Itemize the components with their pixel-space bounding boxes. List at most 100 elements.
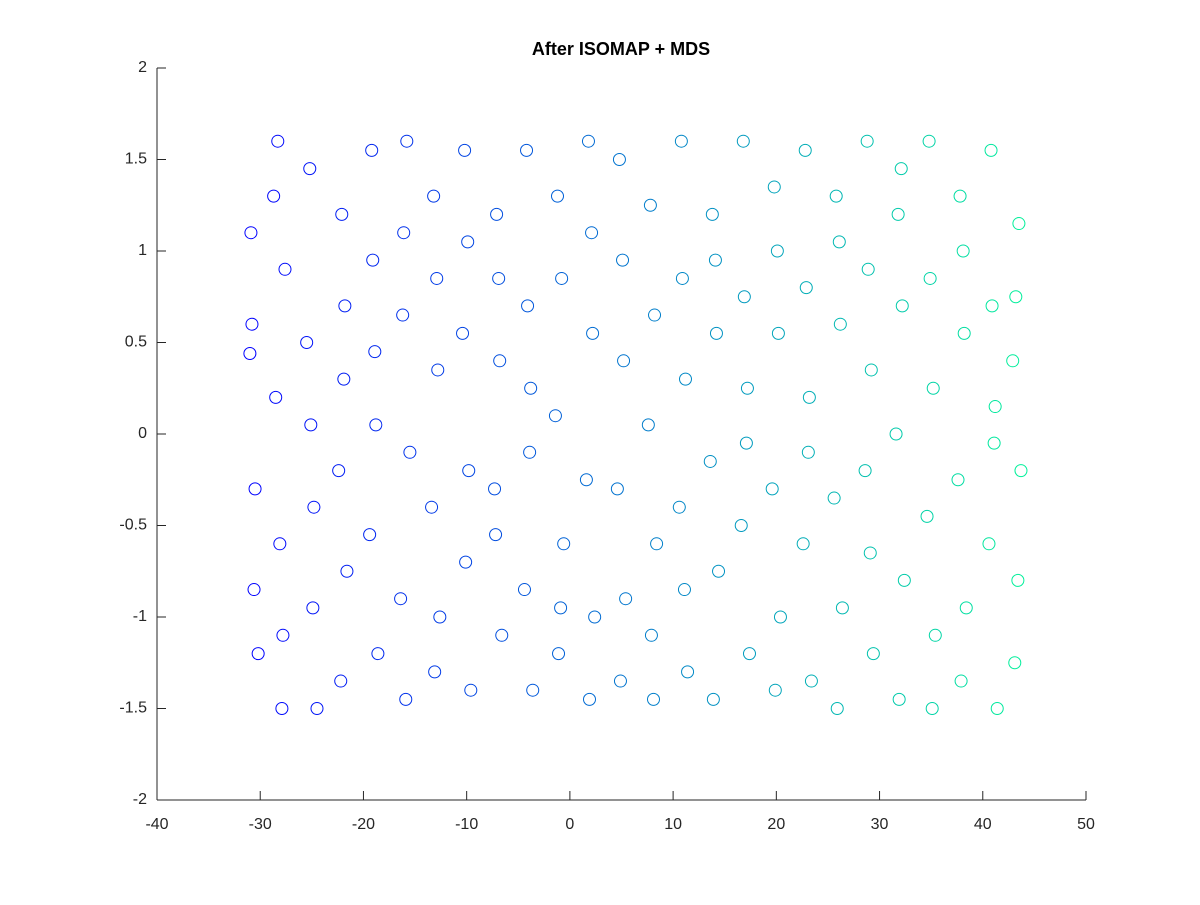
point: [492, 271, 506, 285]
point: [244, 226, 258, 240]
point: [396, 308, 410, 322]
point: [458, 143, 472, 157]
point: [307, 500, 321, 514]
point: [674, 134, 688, 148]
point: [554, 601, 568, 615]
point: [275, 702, 289, 715]
point: [954, 674, 968, 688]
point: [579, 473, 593, 487]
point: [557, 537, 571, 551]
point: [985, 299, 999, 313]
x-tick-label: 0: [565, 816, 574, 833]
point: [267, 189, 281, 203]
point: [1006, 354, 1020, 368]
point: [641, 418, 655, 432]
point: [675, 271, 689, 285]
point: [708, 253, 722, 267]
point: [925, 702, 939, 715]
point: [833, 317, 847, 331]
point: [306, 601, 320, 615]
point: [243, 346, 257, 360]
point: [335, 207, 349, 221]
point: [829, 189, 843, 203]
point: [923, 271, 937, 285]
point: [456, 326, 470, 340]
point: [804, 674, 818, 688]
point: [953, 189, 967, 203]
point: [616, 253, 630, 267]
point: [583, 692, 597, 706]
x-tick-label: 30: [871, 816, 889, 833]
point: [956, 244, 970, 258]
point: [300, 336, 314, 349]
point: [742, 647, 756, 661]
point: [796, 537, 810, 551]
point: [951, 473, 965, 487]
point: [987, 436, 1001, 450]
y-tick-label: 0.5: [125, 334, 147, 351]
point: [461, 235, 475, 249]
point: [864, 363, 878, 377]
point: [585, 226, 599, 240]
y-tick-label: 0: [138, 425, 147, 442]
point: [832, 235, 846, 249]
point: [706, 692, 720, 706]
y-tick-label: -1: [133, 608, 147, 625]
point: [768, 683, 782, 697]
point: [425, 500, 439, 514]
point: [245, 317, 259, 331]
point: [397, 226, 411, 240]
point: [771, 326, 785, 340]
point: [371, 647, 385, 661]
point: [773, 610, 787, 624]
point: [827, 491, 841, 505]
point: [984, 143, 998, 157]
y-tick-label: 2: [138, 59, 147, 76]
x-tick-label: -10: [455, 816, 478, 833]
point: [433, 610, 447, 624]
point: [646, 692, 660, 706]
point: [889, 427, 903, 441]
point: [548, 409, 562, 423]
point: [801, 445, 815, 459]
point: [1011, 573, 1025, 587]
x-tick-label: 40: [974, 816, 992, 833]
point: [586, 326, 600, 340]
point: [430, 271, 444, 285]
point: [394, 592, 408, 606]
point: [739, 436, 753, 450]
point: [366, 253, 380, 267]
y-tick-label: -1.5: [119, 700, 147, 717]
point: [860, 134, 874, 148]
point: [612, 153, 626, 166]
point: [337, 372, 351, 386]
point: [400, 134, 414, 148]
point: [610, 482, 624, 496]
x-tick-label: 50: [1077, 816, 1095, 833]
point: [866, 647, 880, 661]
point: [897, 573, 911, 587]
point: [678, 372, 692, 386]
x-tick-label: 20: [767, 816, 785, 833]
point: [365, 143, 379, 157]
point: [619, 592, 633, 606]
point: [428, 665, 442, 679]
point: [765, 482, 779, 496]
point: [644, 628, 658, 642]
point: [1014, 464, 1028, 478]
point: [493, 354, 507, 368]
point: [926, 381, 940, 395]
point: [247, 583, 261, 597]
point: [304, 418, 318, 432]
point: [835, 601, 849, 615]
point: [734, 519, 748, 532]
point: [248, 482, 262, 496]
y-tick-label: -0.5: [119, 517, 147, 534]
x-tick-label: -30: [249, 816, 272, 833]
point: [276, 628, 290, 642]
point: [581, 134, 595, 148]
point: [488, 482, 502, 496]
